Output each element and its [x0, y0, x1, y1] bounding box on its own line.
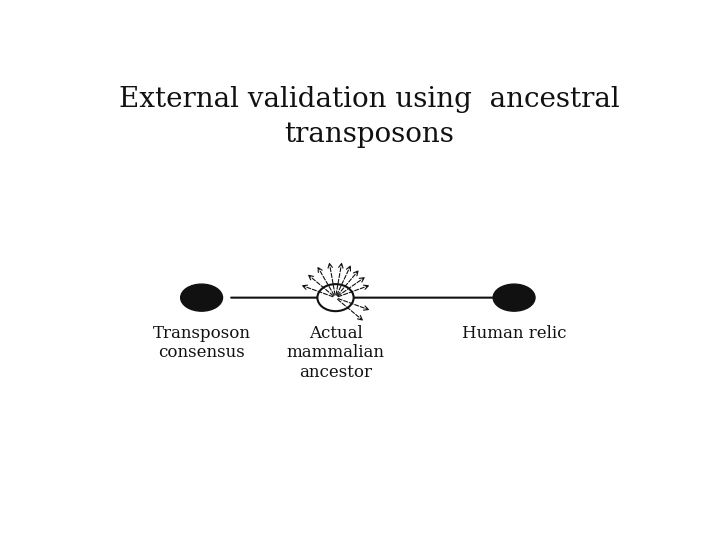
Text: Human relic: Human relic	[462, 325, 567, 342]
Ellipse shape	[181, 284, 222, 311]
Text: External validation using  ancestral
transposons: External validation using ancestral tran…	[119, 85, 619, 148]
Text: Actual
mammalian
ancestor: Actual mammalian ancestor	[287, 325, 384, 381]
Ellipse shape	[318, 284, 354, 311]
Text: Transposon
consensus: Transposon consensus	[153, 325, 251, 361]
Ellipse shape	[493, 284, 535, 311]
